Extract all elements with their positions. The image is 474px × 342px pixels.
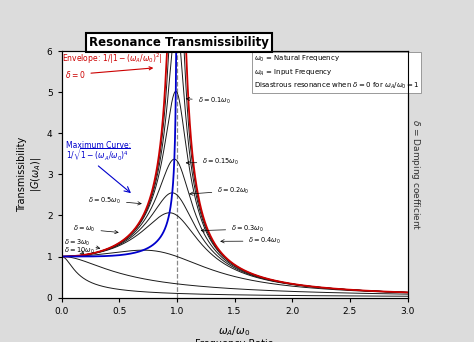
Text: $\delta = 0$: $\delta = 0$ bbox=[65, 67, 152, 80]
Text: $\omega_0$ = Natural Frequency
$\omega_A$ = Input Frequency
Disastrous resonance: $\omega_0$ = Natural Frequency $\omega_A… bbox=[254, 54, 419, 91]
Text: $\omega_A / \omega_0$: $\omega_A / \omega_0$ bbox=[219, 325, 251, 339]
Text: Maximum Curve:: Maximum Curve: bbox=[66, 141, 131, 150]
Text: $\delta = 10\omega_0$: $\delta = 10\omega_0$ bbox=[64, 246, 95, 256]
Text: $\delta = 0.4\omega_0$: $\delta = 0.4\omega_0$ bbox=[221, 236, 281, 246]
Text: $\delta = \omega_0$: $\delta = \omega_0$ bbox=[73, 224, 118, 234]
Text: Envelope: $1/|1-(\omega_A/\omega_0)^2|$: Envelope: $1/|1-(\omega_A/\omega_0)^2|$ bbox=[62, 51, 162, 66]
Text: $1/\sqrt{1-(\omega_A/\omega_0)^4}$: $1/\sqrt{1-(\omega_A/\omega_0)^4}$ bbox=[66, 147, 130, 163]
Y-axis label: $\delta$ = Damping coefficient: $\delta$ = Damping coefficient bbox=[409, 119, 421, 230]
Text: Frequency Ratio: Frequency Ratio bbox=[195, 339, 274, 342]
Text: Resonance Transmissibility: Resonance Transmissibility bbox=[89, 36, 269, 49]
Text: $\delta = 0.15\omega_0$: $\delta = 0.15\omega_0$ bbox=[186, 157, 239, 167]
Text: $\delta = 0.1\omega_0$: $\delta = 0.1\omega_0$ bbox=[186, 96, 230, 106]
Y-axis label: Transmissibility
$|G(\omega_A)|$: Transmissibility $|G(\omega_A)|$ bbox=[17, 137, 43, 212]
Text: $\delta = 0.2\omega_0$: $\delta = 0.2\omega_0$ bbox=[190, 186, 250, 196]
Text: $\delta = 3\omega_0$: $\delta = 3\omega_0$ bbox=[64, 238, 100, 249]
Text: $\delta = 0.3\omega_0$: $\delta = 0.3\omega_0$ bbox=[201, 224, 264, 234]
Text: $\delta = 0.5\omega_0$: $\delta = 0.5\omega_0$ bbox=[88, 195, 141, 206]
